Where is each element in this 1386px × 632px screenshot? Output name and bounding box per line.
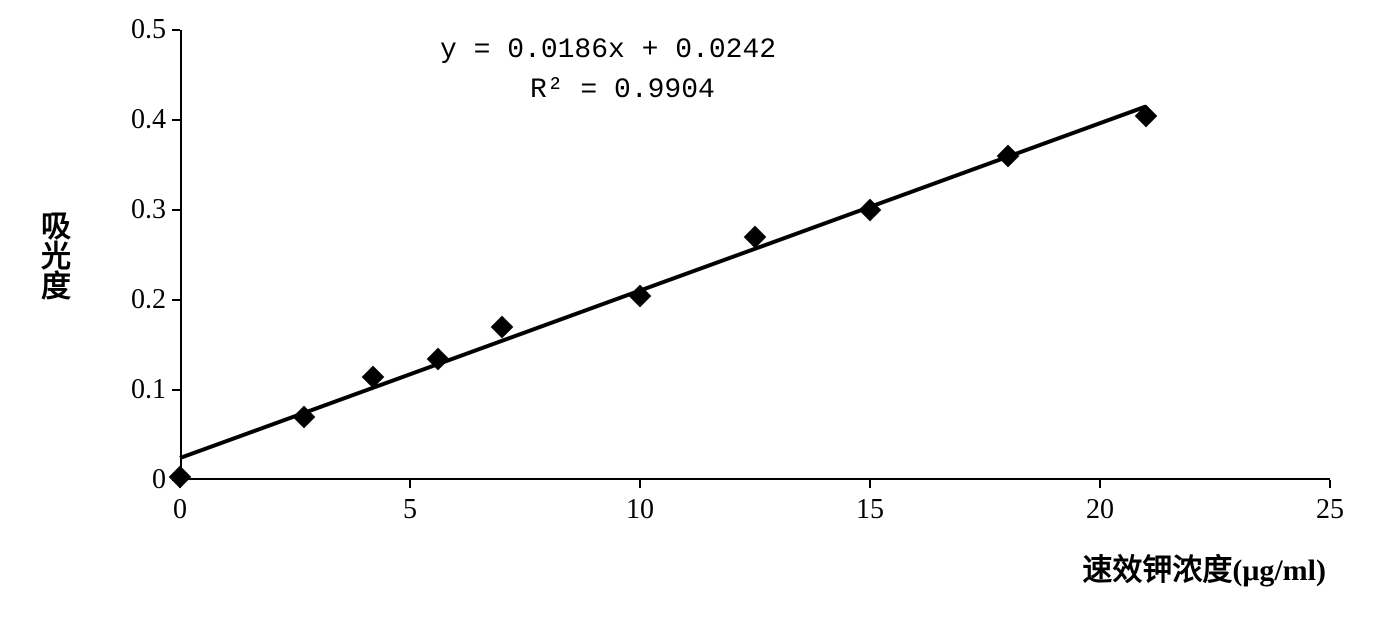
- y-tick-label: 0: [152, 464, 166, 496]
- y-tick-label: 0.3: [131, 194, 166, 226]
- equation-line-2: R² = 0.9904: [530, 75, 715, 106]
- x-tick-label: 10: [626, 494, 654, 526]
- y-tick-mark: [172, 29, 180, 31]
- y-tick-label: 0.2: [131, 284, 166, 316]
- x-tick-label: 5: [403, 494, 417, 526]
- y-tick-label: 0.5: [131, 14, 166, 46]
- y-tick-mark: [172, 299, 180, 301]
- x-tick-label: 25: [1316, 494, 1344, 526]
- x-axis-label: 速效钾浓度(μg/ml): [1082, 545, 1326, 589]
- y-tick-label: 0.4: [131, 104, 166, 136]
- y-tick-label: 0.1: [131, 374, 166, 406]
- chart-container: 吸光度 y = 0.0186x + 0.0242 R² = 0.9904 速效钾…: [20, 20, 1366, 612]
- y-tick-mark: [172, 209, 180, 211]
- y-axis-label: 吸光度: [30, 210, 74, 300]
- x-tick-label: 15: [856, 494, 884, 526]
- x-tick-mark: [409, 480, 411, 488]
- x-tick-mark: [1329, 480, 1331, 488]
- x-tick-label: 0: [173, 494, 187, 526]
- plot-area: [180, 30, 1330, 480]
- equation-line-1: y = 0.0186x + 0.0242: [440, 35, 776, 66]
- x-tick-mark: [639, 480, 641, 488]
- x-tick-label: 20: [1086, 494, 1114, 526]
- x-tick-mark: [869, 480, 871, 488]
- y-tick-mark: [172, 119, 180, 121]
- x-tick-mark: [1099, 480, 1101, 488]
- y-tick-mark: [172, 389, 180, 391]
